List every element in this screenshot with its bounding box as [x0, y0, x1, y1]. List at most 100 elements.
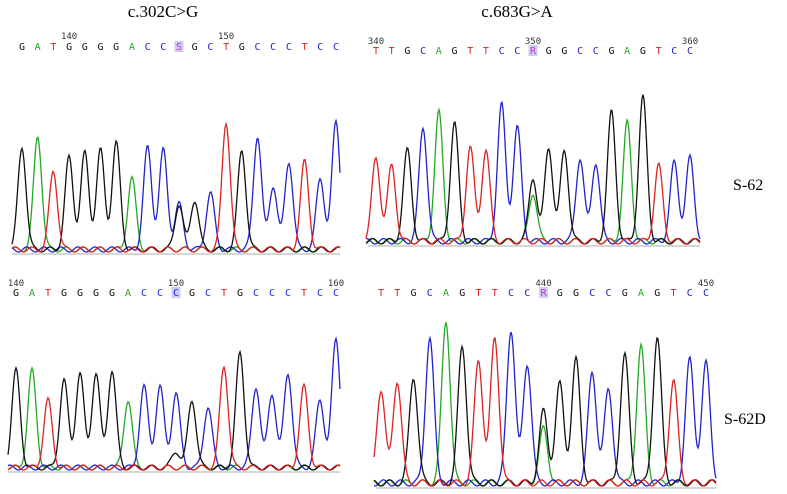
trace-a-channel: [365, 107, 701, 245]
base-call-letter: A: [35, 42, 41, 53]
sequence-position-label: 340: [368, 37, 384, 47]
base-call-letter: G: [459, 288, 465, 299]
base-call-letter: C: [160, 42, 166, 53]
base-call-letter: A: [129, 42, 135, 53]
base-call-letter: C: [286, 42, 292, 53]
base-call-letter: G: [640, 46, 646, 57]
base-call-letter: C: [157, 288, 163, 299]
base-call-letter: G: [82, 42, 88, 53]
base-call-letter: G: [13, 288, 19, 299]
base-call-letter: C: [427, 288, 433, 299]
base-call-letter: S: [176, 42, 182, 53]
base-call-letter: R: [540, 288, 547, 299]
base-call-letter: C: [254, 42, 260, 53]
trace-c-channel: [373, 331, 717, 487]
base-call-letter: C: [589, 288, 595, 299]
base-call-letter: C: [605, 288, 611, 299]
base-call-letter: T: [492, 288, 498, 299]
trace-t-channel: [11, 121, 341, 253]
base-call-letter: G: [654, 288, 660, 299]
base-call-letter: A: [638, 288, 644, 299]
base-call-letter: T: [50, 42, 56, 53]
base-call-letter: G: [237, 288, 243, 299]
base-call-letter: T: [223, 42, 229, 53]
base-call-letter: G: [561, 46, 567, 57]
sequence-position-label: 140: [8, 279, 24, 289]
base-call-letter: T: [221, 288, 227, 299]
base-call-letter: R: [530, 46, 537, 57]
base-call-letter: C: [524, 288, 530, 299]
base-call-letter: C: [141, 288, 147, 299]
base-call-letter: C: [687, 46, 693, 57]
base-call-letter: G: [97, 42, 103, 53]
base-call-letter: C: [317, 288, 323, 299]
base-call-letter: T: [378, 288, 384, 299]
base-call-letter: G: [61, 288, 67, 299]
base-call-letter: C: [333, 288, 339, 299]
base-call-letter: C: [317, 42, 323, 53]
base-call-letter: G: [546, 46, 552, 57]
base-call-letter: G: [404, 46, 410, 57]
base-call-letter: A: [624, 46, 630, 57]
variant-highlight-box: [171, 287, 181, 298]
base-call-letter: C: [333, 42, 339, 53]
base-call-letter: C: [508, 288, 514, 299]
trace-c-channel: [7, 336, 341, 471]
base-call-letter: C: [253, 288, 259, 299]
base-call-letter: C: [270, 42, 276, 53]
base-call-letter: C: [577, 46, 583, 57]
base-call-letter: C: [285, 288, 291, 299]
base-call-letter: C: [703, 288, 709, 299]
base-call-letter: G: [622, 288, 628, 299]
base-call-letter: G: [410, 288, 416, 299]
base-call-letter: G: [113, 42, 119, 53]
base-call-letter: T: [656, 46, 662, 57]
base-call-letter: T: [389, 46, 395, 57]
sequence-position-label: 440: [535, 279, 551, 289]
base-call-letter: G: [77, 288, 83, 299]
base-call-letter: G: [66, 42, 72, 53]
base-call-letter: C: [514, 46, 520, 57]
sequence-position-label: 450: [698, 279, 714, 289]
left-column-title: c.302C>G: [128, 2, 199, 21]
base-call-letter: A: [29, 288, 35, 299]
base-call-letter: C: [145, 42, 151, 53]
base-call-letter: C: [205, 288, 211, 299]
base-call-letter: A: [125, 288, 131, 299]
sample-label-bottom: S-62D: [724, 411, 766, 428]
sequence-position-label: 150: [218, 32, 234, 42]
base-call-letter: G: [239, 42, 245, 53]
base-call-letter: G: [189, 288, 195, 299]
base-call-letter: C: [687, 288, 693, 299]
base-call-letter: T: [45, 288, 51, 299]
trace-g-channel: [365, 94, 701, 245]
base-call-letter: G: [192, 42, 198, 53]
base-call-letter: T: [467, 46, 473, 57]
base-call-letter: G: [573, 288, 579, 299]
sample-label-top: S-62: [733, 177, 763, 194]
base-call-letter: C: [269, 288, 275, 299]
variant-highlight-box: [528, 45, 538, 56]
base-call-letter: C: [593, 46, 599, 57]
sequence-position-label: 140: [61, 32, 77, 42]
base-call-letter: G: [109, 288, 115, 299]
variant-highlight-box: [174, 41, 184, 52]
base-call-letter: G: [93, 288, 99, 299]
base-call-letter: C: [420, 46, 426, 57]
base-call-letter: T: [475, 288, 481, 299]
sequence-position-label: 360: [682, 37, 698, 47]
base-call-letter: G: [608, 46, 614, 57]
base-call-letter: C: [671, 46, 677, 57]
sequence-position-label: 350: [525, 37, 541, 47]
base-call-letter: C: [207, 42, 213, 53]
sequence-position-label: 160: [328, 279, 344, 289]
base-call-letter: G: [557, 288, 563, 299]
base-call-letter: T: [301, 288, 307, 299]
variant-highlight-box: [539, 287, 548, 298]
base-call-letter: T: [670, 288, 676, 299]
